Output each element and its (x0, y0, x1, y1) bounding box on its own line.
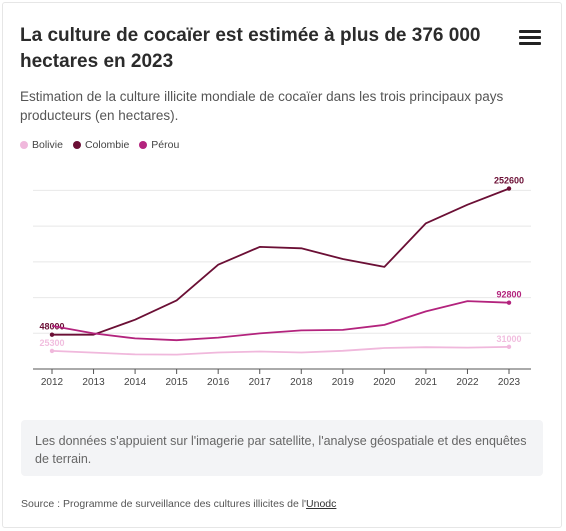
x-tick-label-2015: 2015 (166, 377, 189, 388)
legend-dot-perou (139, 141, 148, 149)
series-line-pérou (51, 300, 510, 342)
source-prefix: Source : Programme de surveillance des c… (21, 498, 307, 510)
x-tick-label-2013: 2013 (82, 377, 105, 388)
x-tick-label-2014: 2014 (124, 377, 147, 388)
data-note: Les données s'appuient sur l'imagerie pa… (21, 420, 543, 476)
x-tick-label-2019: 2019 (332, 377, 355, 388)
data-label-bolivie-2012: 25300 (39, 338, 64, 348)
legend-label-perou: Pérou (151, 139, 180, 151)
data-point-colombie-2012 (49, 332, 55, 337)
source-line: Source : Programme de surveillance des c… (21, 498, 336, 510)
x-tick-label-2018: 2018 (290, 377, 313, 388)
legend-dot-bolivie (20, 141, 28, 149)
legend-item-bolivie[interactable]: Bolivie (20, 139, 63, 151)
x-tick-label-2022: 2022 (456, 377, 479, 388)
hamburger-menu-icon[interactable] (519, 30, 541, 50)
x-tick-label-2016: 2016 (207, 377, 230, 388)
legend-label-bolivie: Bolivie (32, 139, 63, 151)
data-point-bolivie-2023 (506, 344, 512, 350)
data-point-pérou-2023 (506, 300, 512, 305)
x-tick-label-2012: 2012 (41, 377, 64, 388)
chart-legend: Bolivie Colombie Pérou (20, 139, 179, 151)
series-line-bolivie (51, 346, 510, 356)
series-line-colombie (52, 187, 510, 336)
data-label-colombie-2023: 252600 (494, 176, 524, 186)
x-tick-label-2020: 2020 (373, 377, 396, 388)
source-link[interactable]: Unodc (306, 498, 337, 510)
chart-subtitle: Estimation de la culture illicite mondia… (20, 89, 504, 123)
legend-dot-colombie (72, 141, 81, 149)
data-point-bolivie-2012 (49, 348, 55, 354)
legend-item-perou[interactable]: Pérou (139, 139, 179, 151)
data-label-pérou-2023: 92800 (496, 290, 521, 300)
legend-label-colombie: Colombie (84, 139, 130, 151)
line-chart: 2012 2013 2014 2015 2016 2017 2018 2019 2020 2021… (33, 176, 531, 388)
legend-item-colombie[interactable]: Colombie (72, 139, 130, 151)
x-tick-label-2021: 2021 (415, 377, 438, 388)
x-tick-label-2017: 2017 (249, 377, 272, 388)
chart-title: La culture de cocaïer est estimée à plus… (20, 25, 481, 72)
x-tick-label-2023: 2023 (498, 377, 521, 388)
data-point-colombie-2023 (506, 186, 512, 191)
data-label-bolivie-2023: 31000 (496, 334, 521, 344)
